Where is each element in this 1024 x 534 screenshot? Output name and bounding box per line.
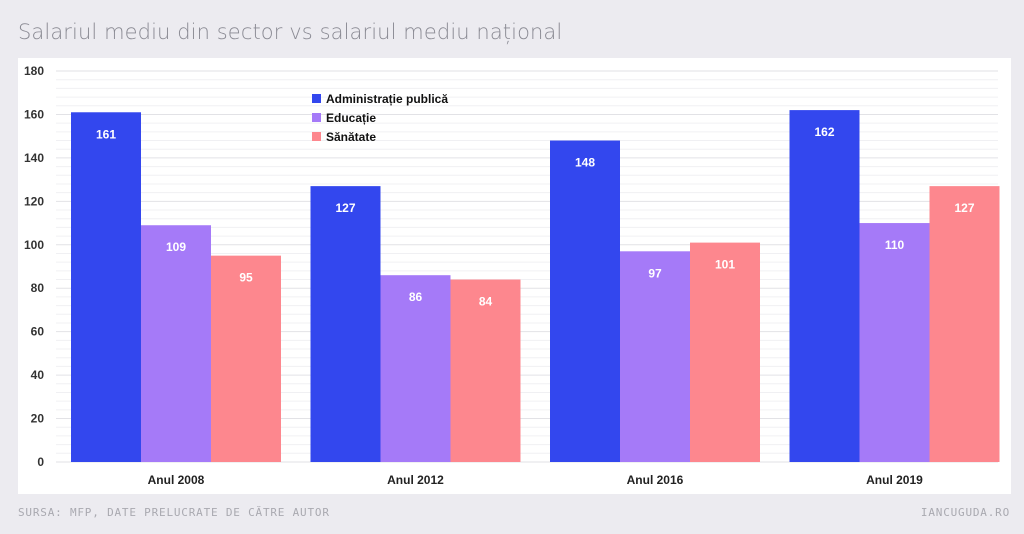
data-label: 95 bbox=[239, 271, 253, 285]
chart-panel: 0 20 40 60 80 100 120 140 160 180 161 109 95 127 86 84… bbox=[18, 58, 1011, 494]
bar bbox=[450, 279, 521, 462]
data-label: 127 bbox=[954, 201, 974, 215]
bar bbox=[71, 112, 141, 462]
y-axis-ticks: 0 20 40 60 80 100 120 140 160 180 bbox=[24, 64, 44, 469]
legend-swatch bbox=[312, 94, 321, 103]
y-tick-label: 40 bbox=[31, 368, 45, 382]
legend-swatch bbox=[312, 113, 321, 122]
y-tick-label: 60 bbox=[31, 325, 45, 339]
x-tick-label: Anul 2008 bbox=[148, 473, 205, 487]
bar bbox=[211, 255, 281, 462]
y-tick-label: 80 bbox=[31, 281, 45, 295]
site-name[interactable]: IANCUGUDA.RO bbox=[920, 506, 1010, 519]
legend-label: Administrație publică bbox=[326, 92, 448, 106]
bar-chart: 0 20 40 60 80 100 120 140 160 180 161 109 95 127 86 84… bbox=[24, 64, 1000, 487]
source-note: SURSA: MFP, DATE PRELUCRATE DE CĂTRE AUT… bbox=[18, 506, 330, 519]
data-label: 162 bbox=[814, 125, 834, 139]
data-label: 109 bbox=[166, 240, 186, 254]
bar bbox=[929, 186, 1000, 462]
bar bbox=[789, 110, 860, 462]
data-label: 101 bbox=[715, 258, 735, 272]
data-label: 86 bbox=[409, 290, 423, 304]
data-label: 127 bbox=[335, 201, 355, 215]
bars: 161 109 95 127 86 84 148 97 101 162 110 127 bbox=[71, 110, 1000, 462]
data-label: 84 bbox=[479, 295, 493, 309]
y-tick-label: 160 bbox=[24, 107, 44, 121]
data-label: 148 bbox=[575, 156, 595, 170]
data-label: 110 bbox=[885, 238, 905, 252]
legend: Administrație publică Educație Sănătate bbox=[312, 92, 448, 144]
x-tick-label: Anul 2016 bbox=[627, 473, 684, 487]
bar bbox=[620, 251, 690, 462]
x-axis-ticks: Anul 2008 Anul 2012 Anul 2016 Anul 2019 bbox=[148, 473, 924, 487]
y-tick-label: 0 bbox=[37, 455, 44, 469]
y-tick-label: 180 bbox=[24, 64, 44, 78]
bar bbox=[550, 140, 620, 462]
legend-label: Sănătate bbox=[326, 130, 376, 144]
bar bbox=[859, 223, 930, 462]
legend-swatch bbox=[312, 132, 321, 141]
y-tick-label: 20 bbox=[31, 412, 45, 426]
bar bbox=[310, 186, 381, 462]
data-label: 161 bbox=[96, 127, 116, 141]
y-tick-label: 100 bbox=[24, 238, 44, 252]
bar bbox=[380, 275, 451, 462]
y-tick-label: 140 bbox=[24, 151, 44, 165]
x-tick-label: Anul 2019 bbox=[866, 473, 923, 487]
bar bbox=[690, 242, 760, 462]
bar bbox=[141, 225, 211, 462]
y-tick-label: 120 bbox=[24, 194, 44, 208]
data-label: 97 bbox=[648, 266, 662, 280]
x-tick-label: Anul 2012 bbox=[387, 473, 444, 487]
legend-label: Educație bbox=[326, 111, 376, 125]
chart-title: Salariul mediu din sector vs salariul me… bbox=[18, 20, 563, 44]
